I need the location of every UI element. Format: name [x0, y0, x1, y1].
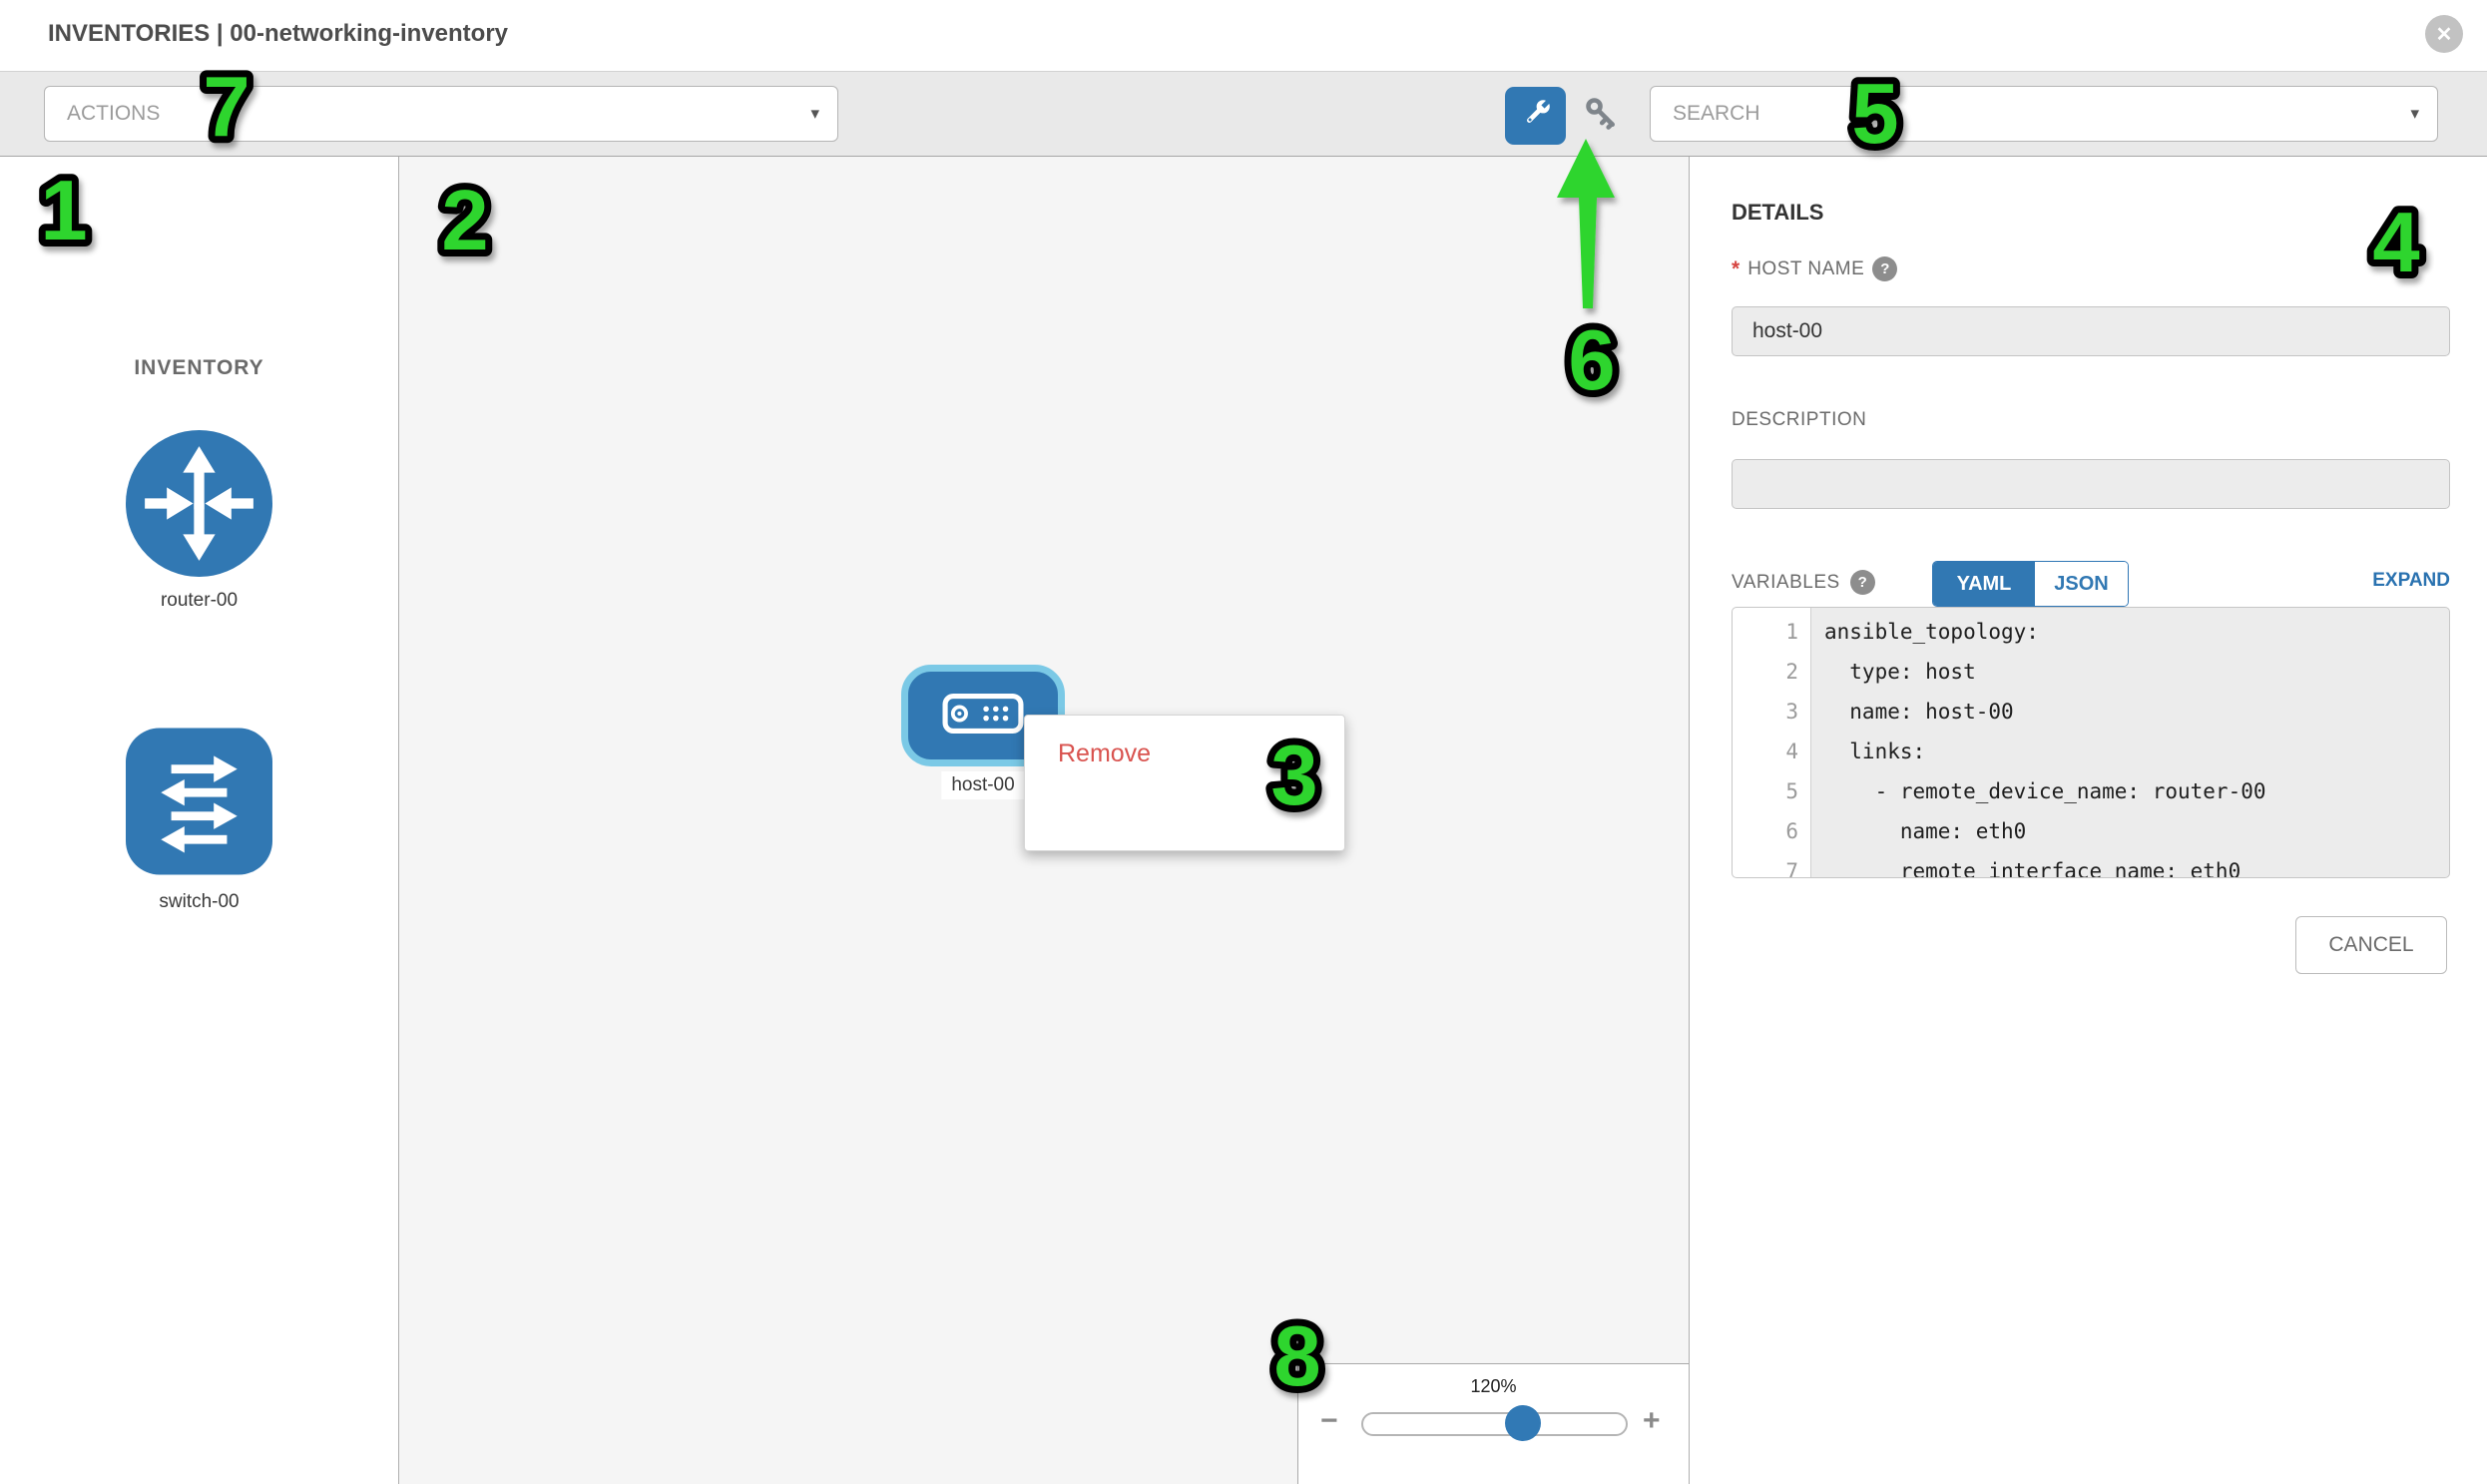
- line-number: 7: [1785, 859, 1798, 878]
- variables-editor[interactable]: 1 ansible_topology: 2 type: host 3 name:…: [1732, 607, 2450, 878]
- description-label: DESCRIPTION: [1732, 409, 1867, 430]
- zoom-in-button[interactable]: +: [1643, 1404, 1661, 1437]
- code-line: 3 name: host-00: [1733, 692, 2449, 732]
- expand-link[interactable]: EXPAND: [2372, 570, 2450, 591]
- actions-dropdown-label: ACTIONS: [67, 102, 161, 125]
- description-input[interactable]: [1732, 459, 2450, 509]
- variables-row: VARIABLES ? YAML JSON EXPAND: [1732, 561, 2450, 607]
- line-number: 4: [1785, 740, 1798, 763]
- tools-button[interactable]: [1505, 87, 1566, 145]
- search-dropdown[interactable]: SEARCH ▾: [1650, 86, 2438, 142]
- variables-format-toggle: YAML JSON: [1932, 561, 2129, 607]
- line-code: name: eth0: [1824, 819, 2027, 843]
- host-name-label: HOST NAME: [1747, 257, 1865, 279]
- zoom-slider[interactable]: [1361, 1405, 1628, 1441]
- help-icon[interactable]: ?: [1849, 570, 1875, 595]
- line-code: ansible_topology:: [1824, 620, 2039, 644]
- line-code: type: host: [1824, 660, 1976, 684]
- cancel-button[interactable]: CANCEL: [2295, 916, 2447, 974]
- page-title: INVENTORIES | 00-networking-inventory: [48, 20, 509, 47]
- zoom-level-value: 120%: [1470, 1376, 1517, 1396]
- router-icon: [126, 428, 272, 584]
- sidebar-item-label: router-00: [160, 590, 239, 611]
- key-icon: [1582, 94, 1622, 139]
- code-line: 2 type: host: [1733, 652, 2449, 692]
- line-code: name: host-00: [1824, 700, 2014, 724]
- line-code: - remote_device_name: router-00: [1824, 779, 2266, 803]
- help-icon[interactable]: ?: [1872, 256, 1898, 281]
- required-marker: *: [1732, 256, 1741, 280]
- code-line: 1 ansible_topology:: [1733, 612, 2449, 652]
- line-code: links:: [1824, 740, 1926, 763]
- toolbar: ACTIONS ▾ SEARCH ▾: [0, 72, 2487, 157]
- sidebar-item-router[interactable]: router-00: [0, 428, 398, 612]
- zoom-control-panel: 120% − +: [1297, 1363, 1689, 1484]
- app-header: INVENTORIES | 00-networking-inventory ✕: [0, 0, 2487, 72]
- variables-label: VARIABLES: [1732, 571, 1840, 593]
- sidebar-title: INVENTORY: [134, 356, 264, 379]
- line-number: 6: [1785, 819, 1798, 843]
- context-menu-item-remove[interactable]: Remove: [1058, 740, 1152, 767]
- context-menu: Details Remove: [1024, 715, 1345, 851]
- key-button[interactable]: [1582, 96, 1622, 136]
- line-number: 3: [1785, 700, 1798, 724]
- wrench-icon: [1518, 96, 1554, 137]
- line-code: remote_interface_name: eth0: [1824, 859, 2241, 878]
- details-panel: DETAILS * HOST NAME ? DESCRIPTION VARIAB…: [1689, 157, 2487, 1484]
- description-label-row: DESCRIPTION: [1732, 409, 1866, 431]
- host-node-label: host-00: [941, 771, 1025, 799]
- search-dropdown-label: SEARCH: [1673, 102, 1760, 125]
- line-number: 2: [1785, 660, 1798, 684]
- line-number: 1: [1785, 620, 1798, 644]
- code-line: 4 links:: [1733, 732, 2449, 771]
- inventory-sidebar: INVENTORY router-00: [0, 157, 399, 1484]
- line-number: 5: [1785, 779, 1798, 803]
- variables-label-group: VARIABLES ?: [1732, 570, 1875, 595]
- zoom-out-button[interactable]: −: [1320, 1404, 1338, 1437]
- chevron-down-icon: ▾: [2410, 104, 2419, 123]
- tab-yaml[interactable]: YAML: [1933, 562, 2035, 606]
- code-line: 5 - remote_device_name: router-00: [1733, 771, 2449, 811]
- zoom-slider-thumb[interactable]: [1505, 1405, 1541, 1441]
- chevron-down-icon: ▾: [810, 104, 819, 123]
- sidebar-item-switch[interactable]: switch-00: [0, 723, 398, 913]
- code-line: 6 name: eth0: [1733, 811, 2449, 851]
- actions-dropdown[interactable]: ACTIONS ▾: [44, 86, 838, 142]
- host-icon: [942, 693, 1024, 740]
- sidebar-item-label: switch-00: [159, 891, 240, 912]
- host-name-input[interactable]: [1732, 306, 2450, 356]
- tab-json[interactable]: JSON: [2035, 562, 2128, 606]
- code-line: 7 remote_interface_name: eth0: [1733, 851, 2449, 878]
- switch-icon: [126, 723, 272, 885]
- details-title: DETAILS: [1732, 200, 1824, 225]
- close-icon[interactable]: ✕: [2425, 15, 2463, 53]
- host-name-label-row: * HOST NAME ?: [1732, 256, 1898, 281]
